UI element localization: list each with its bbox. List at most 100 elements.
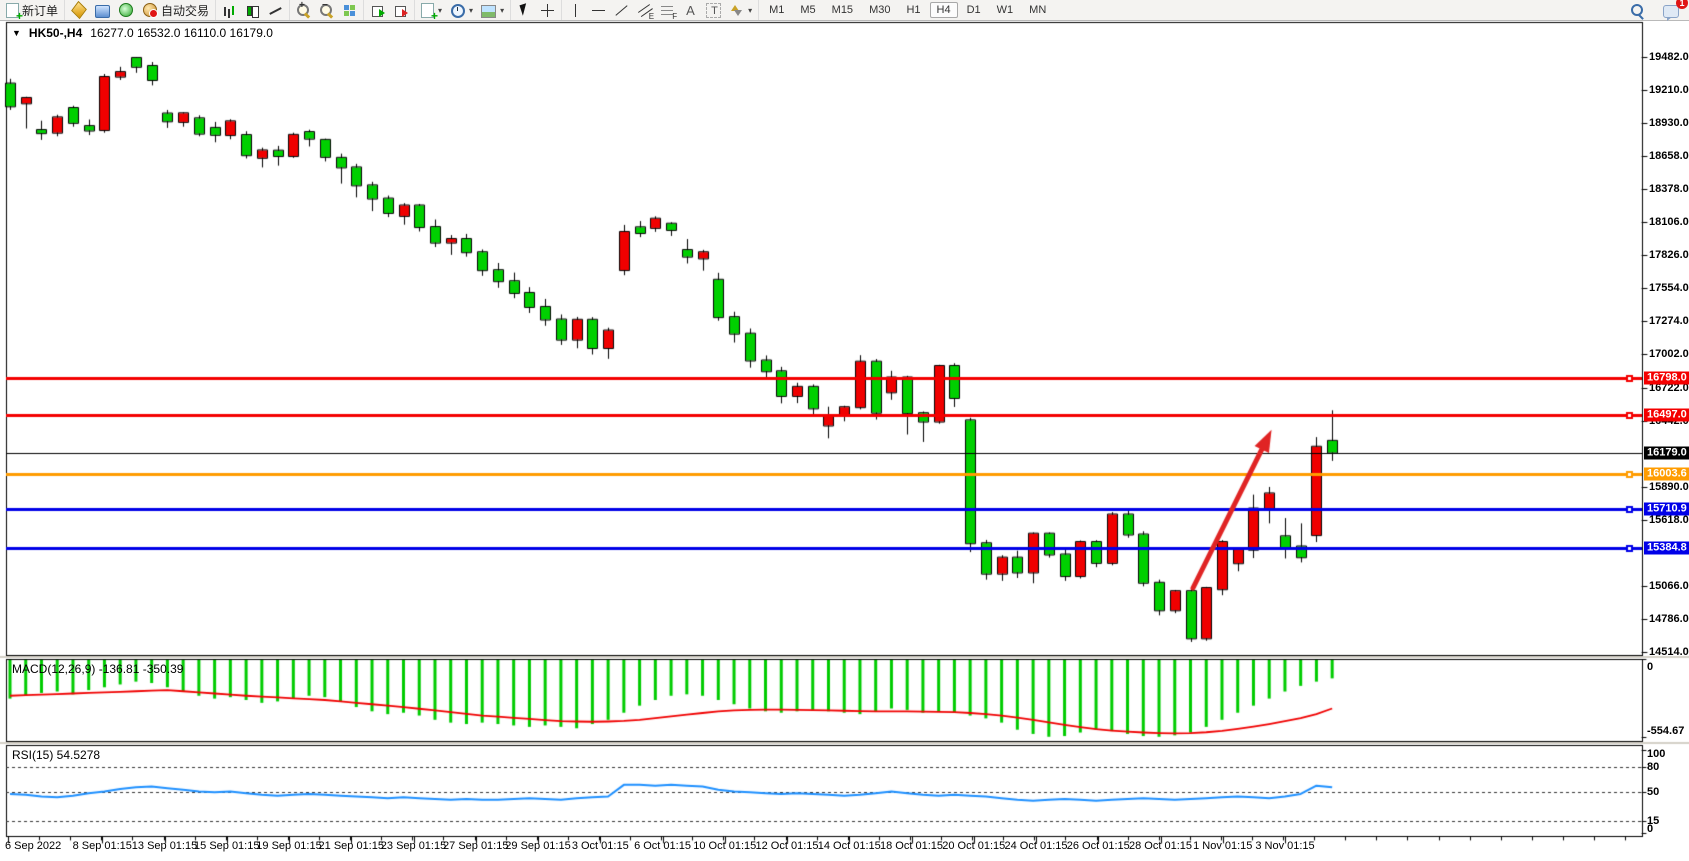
price-level-badge: 16497.0 xyxy=(1644,408,1689,421)
data-window-icon xyxy=(95,4,111,18)
zoom-in-button[interactable] xyxy=(292,0,315,20)
price-axis-label: 15066.0 xyxy=(1649,579,1689,592)
zoom-out-button[interactable] xyxy=(315,0,338,20)
time-axis-label: 24 Oct 01:15 xyxy=(1004,840,1068,852)
periods-dropdown-icon[interactable]: ▾ xyxy=(469,5,474,15)
bar-chart-button[interactable] xyxy=(218,1,241,20)
rsi-label: RSI(15) 54.5278 xyxy=(12,748,101,762)
time-axis-label: 6 Oct 01:15 xyxy=(634,840,691,852)
auto-scroll-button[interactable] xyxy=(366,1,389,20)
vertical-line-button[interactable] xyxy=(564,1,587,20)
chart-shift-button[interactable] xyxy=(389,1,412,20)
price-level-badge: 15710.9 xyxy=(1644,502,1689,516)
timeframe-d1[interactable]: D1 xyxy=(966,4,981,16)
bar-chart-icon xyxy=(222,3,237,18)
navigator-button[interactable] xyxy=(114,0,138,20)
navigator-icon xyxy=(119,3,134,17)
price-level-badge: 15384.8 xyxy=(1644,541,1689,555)
one-click-collapse-icon[interactable]: ▼ xyxy=(12,28,21,38)
autotrading-label: 自动交易 xyxy=(161,3,210,18)
toolbar-group xyxy=(289,0,363,20)
time-axis-label: 20 Oct 01:15 xyxy=(942,840,1006,852)
main-toolbar: 新订单 自动交易 ▾ ▾ ▾ ▾ M1 M5 M15 M30 H1 H4 D1 W1 MN 1 xyxy=(0,0,1689,23)
search-button[interactable] xyxy=(1626,1,1649,20)
macd-label: MACD(12,26,9) -136.81 -350.39 xyxy=(12,662,184,676)
chart-shift-icon xyxy=(393,3,409,18)
toolbar-group: ▾ ▾ ▾ xyxy=(414,0,510,23)
time-axis-label: 3 Nov 01:15 xyxy=(1255,840,1315,852)
templates-icon xyxy=(481,4,497,18)
autotrading-button[interactable]: 自动交易 xyxy=(138,0,213,21)
cursor-button[interactable] xyxy=(513,1,536,20)
trendline-icon xyxy=(614,3,629,18)
candlestick-chart-button[interactable] xyxy=(241,1,264,20)
price-axis-label: 17002.0 xyxy=(1649,348,1689,361)
price-axis-label: 18930.0 xyxy=(1649,117,1689,130)
new-chart-dropdown-icon[interactable]: ▾ xyxy=(438,5,443,15)
crosshair-button[interactable] xyxy=(536,1,559,20)
rsi-axis-label: 80 xyxy=(1647,760,1660,773)
line-chart-button[interactable] xyxy=(264,1,287,20)
timeframe-h1[interactable]: H1 xyxy=(906,4,921,16)
templates-dropdown-icon[interactable]: ▾ xyxy=(500,5,505,15)
time-axis-label: 19 Sep 01:15 xyxy=(256,840,322,852)
toolbar-group: ▾ xyxy=(561,0,758,21)
fibonacci-icon xyxy=(660,3,677,21)
periods-button[interactable]: ▾ xyxy=(446,1,477,20)
toolbar-right: 1 xyxy=(1626,0,1688,21)
data-window-button[interactable] xyxy=(91,1,114,20)
time-axis-label: 6 Sep 2022 xyxy=(5,840,62,852)
vertical-line-icon xyxy=(568,3,583,18)
rsi-axis-label: 15 xyxy=(1647,814,1660,827)
templates-button[interactable]: ▾ xyxy=(477,1,508,20)
text-icon xyxy=(683,3,698,18)
rsi-axis-label: 0 xyxy=(1647,823,1654,835)
tile-windows-button[interactable] xyxy=(338,1,361,20)
text-button[interactable] xyxy=(679,1,702,20)
new-chart-button[interactable]: ▾ xyxy=(417,1,446,23)
arrows-dropdown-icon[interactable]: ▾ xyxy=(748,5,753,15)
equidistant-channel-button[interactable] xyxy=(633,1,656,21)
new-order-button[interactable]: 新订单 xyxy=(2,0,62,23)
timeframe-m1[interactable]: M1 xyxy=(769,4,785,16)
timeframe-w1[interactable]: W1 xyxy=(996,4,1014,16)
text-label-icon xyxy=(706,2,722,18)
timeframe-m15[interactable]: M15 xyxy=(831,4,854,16)
timeframe-mn[interactable]: MN xyxy=(1029,4,1047,16)
fibonacci-button[interactable] xyxy=(656,1,679,21)
trendline-button[interactable] xyxy=(610,1,633,20)
time-axis-label: 26 Oct 01:15 xyxy=(1066,840,1130,852)
time-axis-label: 12 Oct 01:15 xyxy=(755,840,819,852)
market-watch-button[interactable] xyxy=(67,0,91,20)
arrows-button[interactable]: ▾ xyxy=(725,1,756,20)
new-order-icon xyxy=(6,2,23,23)
cursor-icon xyxy=(517,3,532,18)
horizontal-line-button[interactable] xyxy=(587,1,610,20)
new-chart-icon xyxy=(421,2,438,23)
toolbar-group xyxy=(363,0,414,20)
price-axis-label: 18378.0 xyxy=(1649,183,1689,196)
zoom-out-icon xyxy=(319,0,334,19)
time-axis-label: 15 Sep 01:15 xyxy=(194,840,260,852)
price-axis-label: 18658.0 xyxy=(1649,149,1689,162)
price-axis-label: 18106.0 xyxy=(1649,215,1689,228)
timeframe-m5[interactable]: M5 xyxy=(800,4,816,16)
autotrading-icon xyxy=(143,3,159,18)
periods-icon xyxy=(450,3,466,18)
horizontal-line-icon xyxy=(591,3,606,18)
text-label-button[interactable] xyxy=(702,1,725,20)
price-axis-label: 14514.0 xyxy=(1649,646,1689,658)
tile-windows-icon xyxy=(342,3,357,18)
time-axis-label: 1 Nov 01:15 xyxy=(1193,840,1253,852)
chart-canvas[interactable] xyxy=(0,21,1689,861)
timeframe-h4[interactable]: H4 xyxy=(929,2,958,18)
macd-axis-label: 0 xyxy=(1647,661,1654,673)
arrows-icon xyxy=(729,3,744,18)
notifications-button[interactable]: 1 xyxy=(1659,0,1688,21)
timeframe-m30[interactable]: M30 xyxy=(869,4,891,16)
symbol-title-line: ▼ HK50-,H4 16277.0 16532.0 16110.0 16179… xyxy=(12,26,273,40)
time-axis-label: 8 Sep 01:15 xyxy=(72,840,132,852)
search-icon xyxy=(1630,3,1645,18)
time-axis-label: 14 Oct 01:15 xyxy=(817,840,881,852)
